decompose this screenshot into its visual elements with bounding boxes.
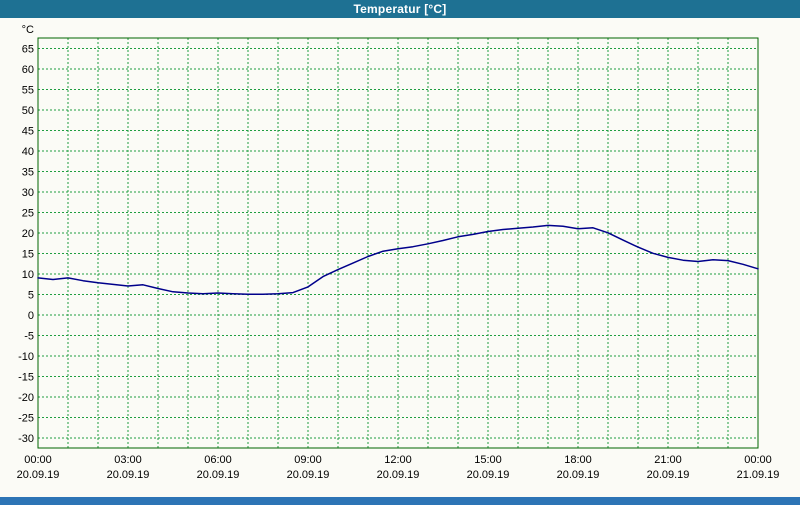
svg-text:15:00: 15:00 (474, 454, 502, 466)
svg-text:-30: -30 (18, 433, 34, 445)
svg-text:45: 45 (22, 125, 34, 137)
svg-text:06:00: 06:00 (204, 454, 232, 466)
svg-text:20.09.19: 20.09.19 (377, 469, 420, 481)
svg-text:40: 40 (22, 146, 34, 158)
svg-text:-10: -10 (18, 351, 34, 363)
svg-text:03:00: 03:00 (114, 454, 142, 466)
svg-text:20.09.19: 20.09.19 (557, 469, 600, 481)
svg-text:5: 5 (28, 289, 34, 301)
svg-text:20.09.19: 20.09.19 (197, 469, 240, 481)
svg-text:20.09.19: 20.09.19 (107, 469, 150, 481)
svg-text:20.09.19: 20.09.19 (467, 469, 510, 481)
svg-text:21:00: 21:00 (654, 454, 682, 466)
svg-text:00:00: 00:00 (24, 454, 52, 466)
svg-text:°C: °C (22, 24, 34, 36)
svg-text:20: 20 (22, 228, 34, 240)
bottom-status-strip (0, 497, 800, 505)
svg-text:-25: -25 (18, 412, 34, 424)
svg-text:65: 65 (22, 43, 34, 55)
svg-text:50: 50 (22, 105, 34, 117)
svg-text:09:00: 09:00 (294, 454, 322, 466)
svg-text:20.09.19: 20.09.19 (17, 469, 60, 481)
svg-text:30: 30 (22, 187, 34, 199)
svg-text:35: 35 (22, 166, 34, 178)
svg-text:55: 55 (22, 84, 34, 96)
svg-text:00:00: 00:00 (744, 454, 772, 466)
svg-text:-20: -20 (18, 392, 34, 404)
svg-text:-15: -15 (18, 371, 34, 383)
svg-text:15: 15 (22, 248, 34, 260)
svg-text:18:00: 18:00 (564, 454, 592, 466)
window-titlebar: Temperatur [°C] (0, 0, 800, 18)
svg-text:20.09.19: 20.09.19 (647, 469, 690, 481)
svg-text:20.09.19: 20.09.19 (287, 469, 330, 481)
svg-text:0: 0 (28, 310, 34, 322)
svg-text:60: 60 (22, 64, 34, 76)
svg-text:12:00: 12:00 (384, 454, 412, 466)
window-title: Temperatur [°C] (353, 2, 447, 16)
svg-text:21.09.19: 21.09.19 (737, 469, 780, 481)
svg-text:25: 25 (22, 207, 34, 219)
temperature-line-chart: °C65605550454035302520151050-5-10-15-20-… (17, 24, 780, 481)
svg-text:-5: -5 (24, 330, 34, 342)
svg-text:10: 10 (22, 269, 34, 281)
chart-region: °C 65 60 55 50 45 40 35 30 25 20 15 10 5 0 -5 -10 -15 -20-… (0, 18, 800, 497)
